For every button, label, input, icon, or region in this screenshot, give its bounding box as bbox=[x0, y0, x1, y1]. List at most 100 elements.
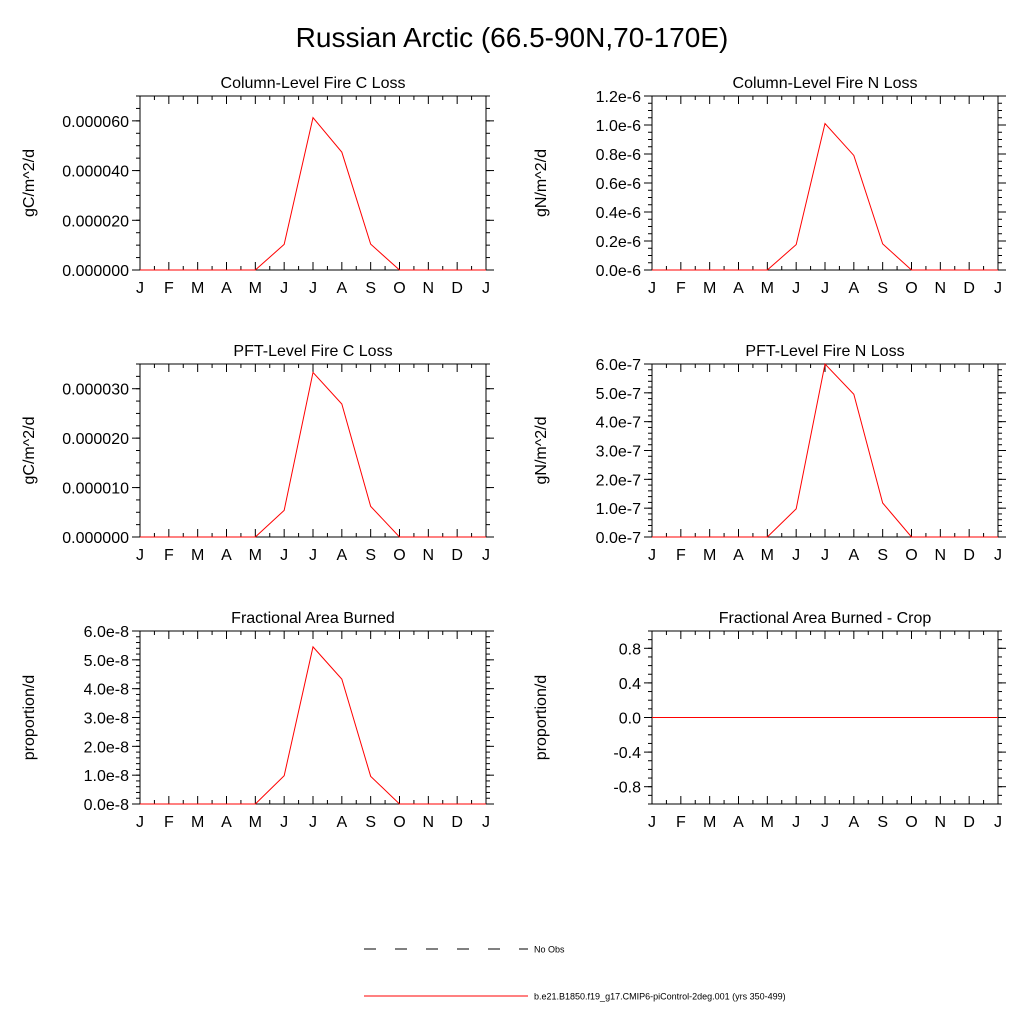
y-tick-label: 0.0 bbox=[619, 711, 641, 728]
panel-title: PFT-Level Fire N Loss bbox=[745, 343, 904, 360]
x-tick-label: A bbox=[221, 280, 232, 297]
y-tick-label: 5.0e-7 bbox=[596, 386, 641, 403]
panel-title: Fractional Area Burned - Crop bbox=[719, 610, 932, 627]
y-tick-label: 0.4e-6 bbox=[596, 205, 641, 222]
y-tick-label: 1.0e-7 bbox=[596, 501, 641, 518]
x-tick-label: J bbox=[792, 547, 800, 564]
x-tick-label: J bbox=[994, 814, 1002, 831]
x-tick-label: M bbox=[761, 280, 774, 297]
plot-frame bbox=[139, 630, 487, 805]
x-tick-label: S bbox=[877, 280, 888, 297]
panel-title: Column-Level Fire C Loss bbox=[221, 75, 406, 92]
panel-title: Fractional Area Burned bbox=[231, 610, 395, 627]
y-tick-label: 0.000060 bbox=[62, 114, 129, 131]
y-tick-label: 0.000030 bbox=[62, 382, 129, 399]
series-line bbox=[140, 116, 486, 271]
x-tick-label: J bbox=[482, 814, 490, 831]
y-axis-label: gN/m^2/d bbox=[533, 149, 550, 217]
y-tick-label: 4.0e-7 bbox=[596, 415, 641, 432]
x-tick-label: M bbox=[761, 814, 774, 831]
x-tick-label: M bbox=[703, 280, 716, 297]
series-line bbox=[140, 371, 486, 538]
x-tick-label: A bbox=[336, 814, 347, 831]
y-tick-label: 0.000020 bbox=[62, 213, 129, 230]
panel-title: PFT-Level Fire C Loss bbox=[233, 343, 392, 360]
x-tick-label: M bbox=[249, 280, 262, 297]
y-tick-label: 1.0e-6 bbox=[596, 118, 641, 135]
x-tick-label: M bbox=[191, 280, 204, 297]
x-tick-label: M bbox=[249, 547, 262, 564]
x-tick-label: J bbox=[994, 280, 1002, 297]
series-line bbox=[652, 122, 998, 271]
x-tick-label: F bbox=[676, 814, 686, 831]
x-tick-label: N bbox=[935, 547, 947, 564]
y-axis-label: proportion/d bbox=[533, 675, 550, 760]
plot-frame bbox=[651, 95, 999, 271]
x-tick-label: A bbox=[733, 280, 744, 297]
y-tick-label: 0.0e-8 bbox=[84, 797, 129, 814]
x-tick-label: A bbox=[848, 814, 859, 831]
y-axis-label: gC/m^2/d bbox=[21, 149, 38, 217]
y-tick-label: 6.0e-8 bbox=[84, 624, 129, 641]
series-line bbox=[652, 362, 998, 538]
plot-frame bbox=[139, 95, 487, 271]
plot-frame bbox=[651, 363, 999, 538]
x-tick-label: O bbox=[393, 547, 405, 564]
x-tick-label: J bbox=[994, 547, 1002, 564]
y-tick-label: 0.4 bbox=[619, 676, 641, 693]
series-line bbox=[140, 645, 486, 805]
y-tick-label: 0.8e-6 bbox=[596, 147, 641, 164]
x-tick-label: S bbox=[877, 547, 888, 564]
y-tick-label: 2.0e-7 bbox=[596, 472, 641, 489]
x-tick-label: A bbox=[733, 547, 744, 564]
panel-frac-crop: Fractional Area Burned - Crop proportion/… bbox=[533, 610, 1006, 831]
x-tick-label: M bbox=[703, 547, 716, 564]
x-tick-label: J bbox=[821, 814, 829, 831]
x-tick-label: A bbox=[221, 547, 232, 564]
y-tick-label: -0.4 bbox=[613, 745, 641, 762]
y-tick-label: 3.0e-8 bbox=[84, 711, 129, 728]
x-tick-label: M bbox=[703, 814, 716, 831]
x-tick-label: O bbox=[393, 280, 405, 297]
x-tick-label: F bbox=[164, 280, 174, 297]
figure-title: Russian Arctic (66.5-90N,70-170E) bbox=[295, 22, 729, 53]
y-tick-label: 0.000000 bbox=[62, 263, 129, 280]
x-tick-label: J bbox=[136, 547, 144, 564]
x-tick-label: A bbox=[336, 547, 347, 564]
x-tick-label: J bbox=[136, 814, 144, 831]
x-tick-label: N bbox=[935, 814, 947, 831]
x-tick-label: O bbox=[393, 814, 405, 831]
x-tick-label: N bbox=[423, 547, 435, 564]
legend-label-1: No Obs bbox=[534, 945, 565, 955]
x-tick-label: J bbox=[821, 280, 829, 297]
x-tick-label: J bbox=[648, 280, 656, 297]
y-tick-label: 0.000010 bbox=[62, 481, 129, 498]
y-tick-label: 0.000040 bbox=[62, 164, 129, 181]
x-tick-label: J bbox=[136, 280, 144, 297]
x-tick-label: S bbox=[365, 547, 376, 564]
x-tick-label: F bbox=[164, 814, 174, 831]
x-tick-label: M bbox=[191, 814, 204, 831]
x-tick-label: M bbox=[249, 814, 262, 831]
x-tick-label: N bbox=[423, 280, 435, 297]
y-tick-label: 1.2e-6 bbox=[596, 89, 641, 106]
x-tick-label: J bbox=[280, 814, 288, 831]
x-tick-label: D bbox=[963, 280, 975, 297]
x-tick-label: M bbox=[761, 547, 774, 564]
x-tick-label: J bbox=[309, 547, 317, 564]
x-tick-label: J bbox=[280, 280, 288, 297]
y-tick-label: 0.2e-6 bbox=[596, 234, 641, 251]
x-tick-label: J bbox=[280, 547, 288, 564]
x-tick-label: N bbox=[935, 280, 947, 297]
y-tick-label: 0.0e-7 bbox=[596, 530, 641, 547]
x-tick-label: D bbox=[963, 547, 975, 564]
x-tick-label: D bbox=[451, 280, 463, 297]
x-tick-label: J bbox=[792, 280, 800, 297]
plot-frame bbox=[139, 363, 487, 538]
x-tick-label: F bbox=[676, 280, 686, 297]
